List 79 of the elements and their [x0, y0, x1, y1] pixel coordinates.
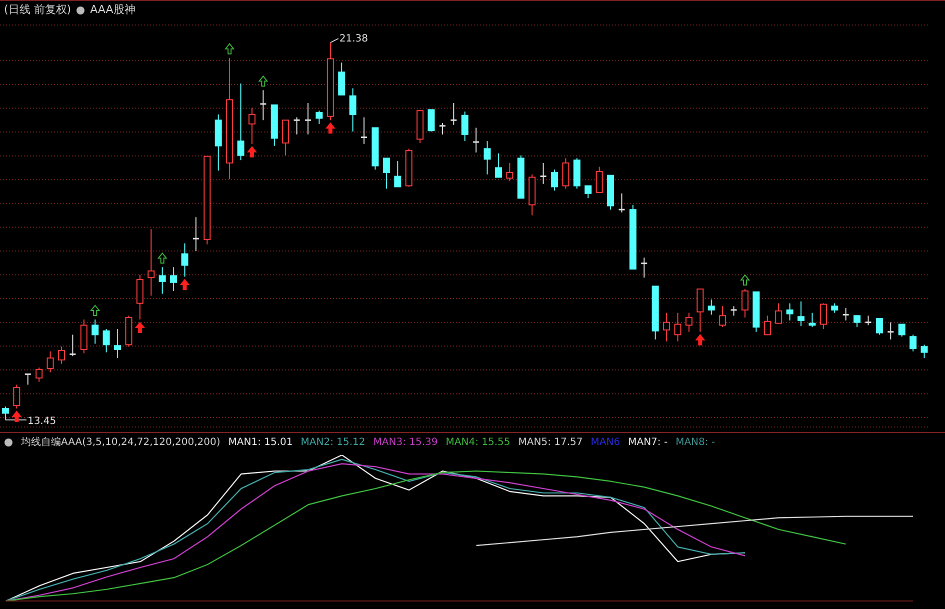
candlestick [798, 300, 805, 327]
candlestick [293, 116, 301, 135]
text: MAN1: 15.01 [228, 436, 293, 448]
candlestick [786, 302, 794, 321]
candlestick [898, 324, 906, 338]
candlestick [114, 328, 122, 359]
candlestick [24, 373, 32, 386]
candlestick [428, 109, 435, 132]
candlestick [886, 322, 894, 340]
candlestick [360, 116, 368, 144]
chart-title: 均线自编AAA(3,5,10,24,72,120,200,200) [21, 436, 220, 449]
candlestick [438, 122, 446, 135]
candlestick [170, 266, 178, 292]
legend-label: MAN8: - [676, 436, 716, 448]
candlestick [562, 158, 570, 190]
candlestick [876, 318, 883, 336]
candlestick [148, 228, 155, 296]
candlestick [158, 266, 166, 294]
candlestick [58, 346, 65, 364]
candlestick [461, 111, 468, 142]
text: MAN5: 17.57 [518, 436, 583, 448]
series-label: MAN2: 15.12 [300, 436, 366, 448]
legend-label: MAN6 [590, 436, 620, 448]
text: MAN4: 15.55 [446, 436, 510, 448]
candlestick [730, 306, 738, 316]
candlestick [719, 306, 726, 328]
candlestick [192, 216, 200, 252]
candlestick [584, 185, 592, 199]
candlestick [382, 158, 390, 190]
candlestick [248, 107, 256, 144]
candlestick [708, 299, 715, 316]
candlestick [13, 384, 20, 409]
candlestick [92, 318, 99, 344]
candlestick [136, 274, 144, 320]
candlestick [640, 257, 648, 278]
candlestick [282, 120, 290, 156]
legend-label: MAN7: - [628, 436, 668, 448]
candlestick [854, 315, 861, 328]
candlestick [808, 312, 816, 328]
candlestick [494, 152, 502, 178]
candlestick [2, 406, 9, 420]
series-label: MAN3: 15.39 [373, 436, 438, 448]
candlestick [506, 162, 514, 182]
candlestick [304, 102, 312, 135]
candlestick [394, 160, 402, 188]
candlestick [316, 110, 323, 124]
candlestick [842, 308, 850, 321]
candlestick [820, 302, 827, 330]
chart-title: (日线 前复权) [4, 2, 72, 18]
annotation: 21.38 [339, 34, 368, 45]
candlestick [920, 344, 928, 359]
candlestick [596, 166, 603, 193]
candlestick [663, 312, 670, 342]
candlestick [68, 334, 76, 357]
candlestick [181, 242, 188, 278]
candlestick [551, 169, 558, 192]
chart-subtitle: AAA股神 [90, 2, 136, 18]
candlestick [46, 350, 54, 373]
candlestick [259, 90, 267, 121]
annotation: 13.45 [27, 416, 56, 427]
candlestick [540, 162, 548, 184]
candlestick [764, 315, 771, 336]
candlestick [36, 367, 43, 382]
candlestick [237, 83, 244, 161]
candlestick [484, 140, 491, 175]
candlestick [674, 312, 682, 342]
candlestick [685, 312, 692, 332]
candlestick [831, 302, 838, 314]
candlestick [775, 302, 782, 324]
candlestick [450, 102, 458, 126]
candlestick [696, 288, 704, 332]
candlestick [864, 315, 872, 326]
candlestick [102, 328, 110, 353]
candlestick [618, 192, 626, 213]
candlestick [349, 88, 356, 132]
candlestick [472, 127, 480, 153]
candlestick [910, 334, 917, 352]
candlestick [338, 62, 346, 96]
candlestick [741, 288, 748, 318]
